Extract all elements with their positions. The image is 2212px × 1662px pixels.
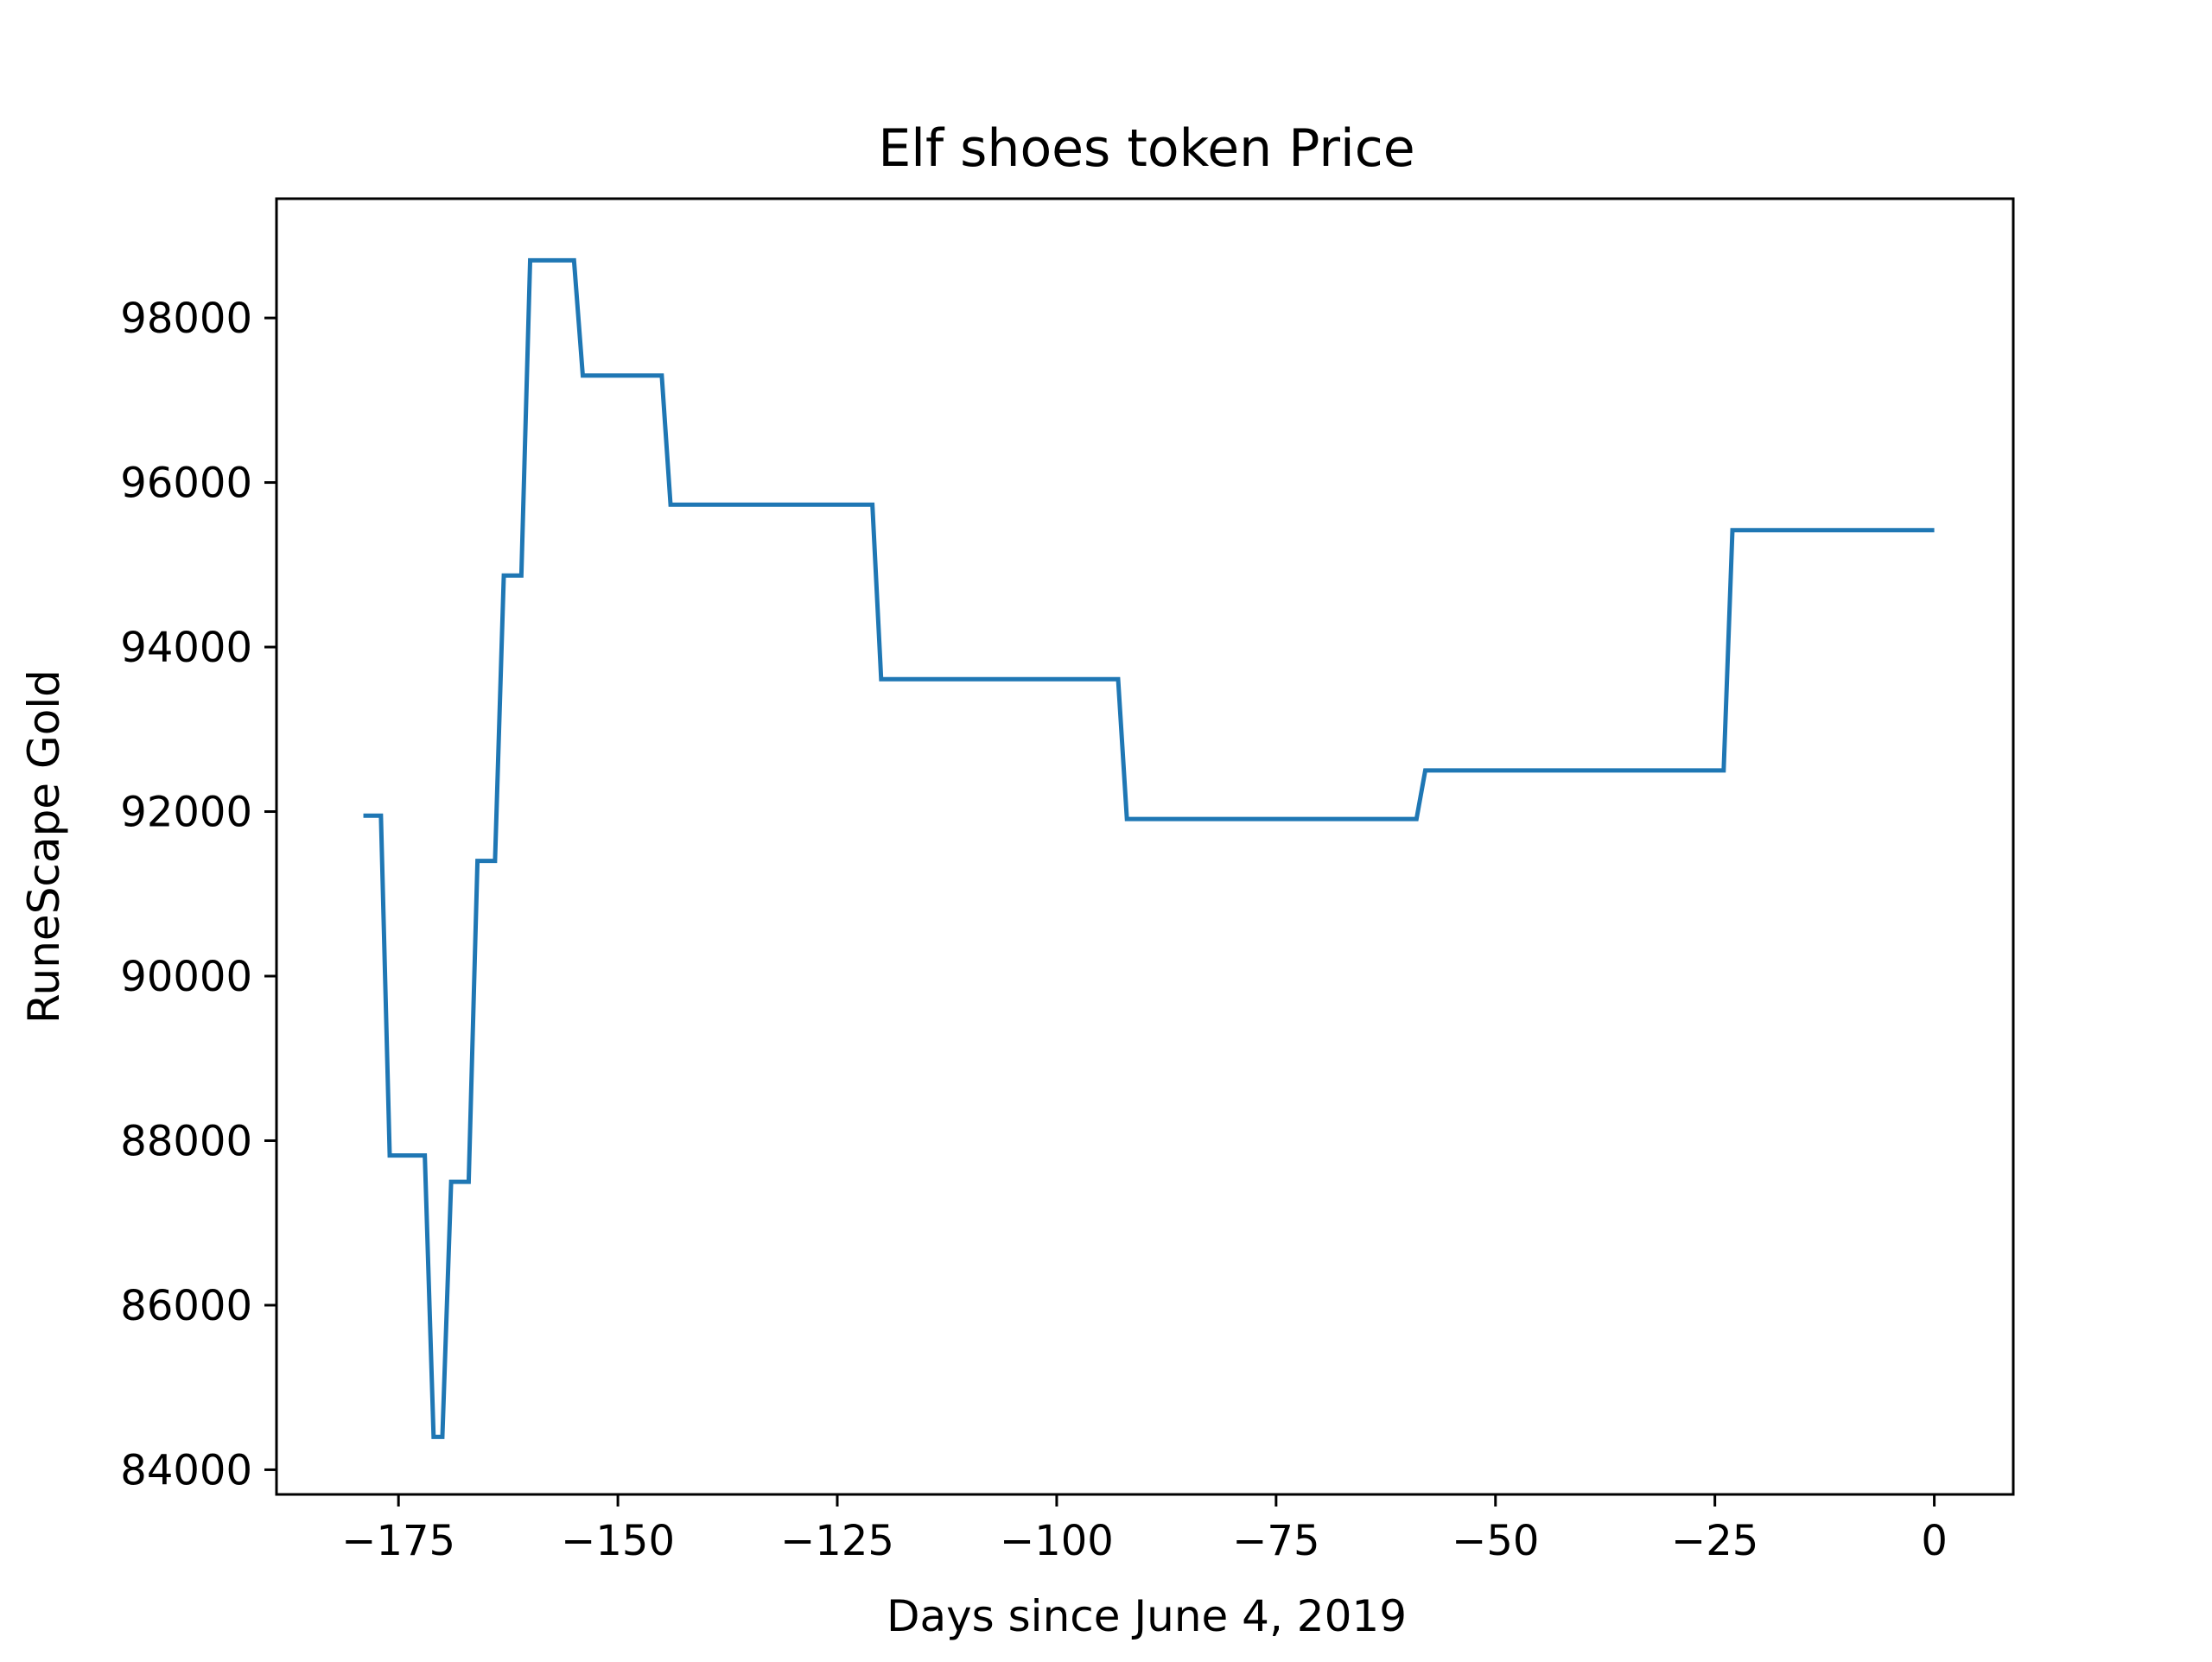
x-tick-label: −50 [1452, 1517, 1539, 1565]
x-tick-label: −125 [780, 1517, 894, 1565]
y-axis: 84000 86000 88000 90000 92000 94000 96000 98000 [120, 295, 276, 1494]
x-tick-label: −100 [1000, 1517, 1114, 1565]
x-tick-label: −175 [341, 1517, 455, 1565]
y-tick-label: 84000 [120, 1446, 252, 1494]
y-tick-label: 90000 [120, 953, 252, 1001]
chart-title: Elf shoes token Price [878, 118, 1414, 179]
axes-frame [275, 197, 2015, 1496]
series-line-0 [363, 257, 1935, 1439]
y-tick-label: 94000 [120, 624, 252, 672]
x-axis-label: Days since June 4, 2019 [887, 1591, 1407, 1641]
y-tick-label: 92000 [120, 789, 252, 837]
x-axis: −175 −150 −125 −100 −75 −50 −25 0 [341, 1494, 1948, 1565]
plot-area [363, 257, 1935, 1439]
y-tick-label: 98000 [120, 295, 252, 343]
y-axis-label: RuneScape Gold [19, 669, 69, 1024]
x-tick-label: −25 [1671, 1517, 1758, 1565]
y-tick-label: 96000 [120, 460, 252, 508]
x-tick-label: −150 [561, 1517, 675, 1565]
y-tick-label: 88000 [120, 1117, 252, 1165]
y-tick-label: 86000 [120, 1282, 252, 1330]
x-tick-label: 0 [1921, 1517, 1948, 1565]
x-tick-label: −75 [1232, 1517, 1319, 1565]
